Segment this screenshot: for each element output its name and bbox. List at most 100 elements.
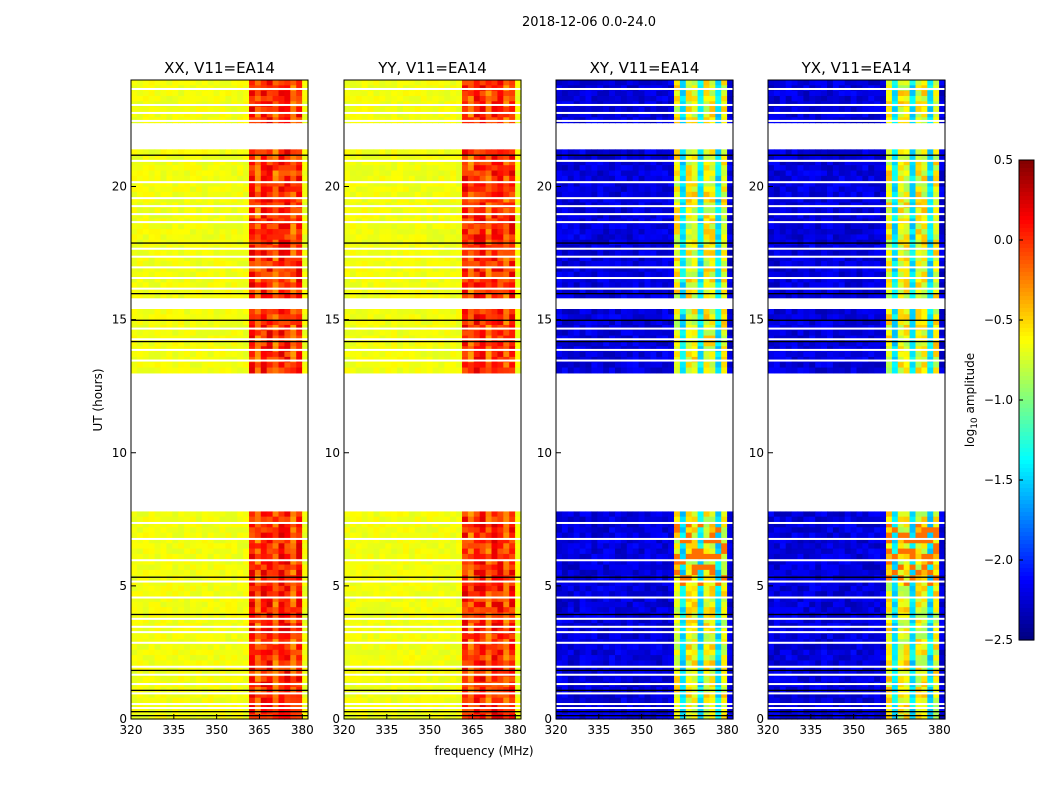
heatmap-cell [296,537,303,544]
heatmap-cell [391,340,398,347]
heatmap-cell [515,527,522,534]
heatmap-cell [432,330,439,337]
heatmap-cell [213,229,221,236]
heatmap-cell [403,601,410,608]
heatmap-cell [225,234,232,241]
heatmap-cell [467,607,475,614]
heatmap-cell [231,213,238,220]
heatmap-cell [243,532,250,539]
heatmap-cell [272,564,280,571]
heatmap-cell [184,293,191,299]
heatmap-cell [391,580,398,587]
heatmap-cell [266,266,274,273]
flag-line [131,327,308,330]
heatmap-cell [385,170,392,177]
heatmap-cell [136,607,144,614]
heatmap-cell [278,676,285,683]
heatmap-cell [195,223,203,230]
heatmap-cell [284,703,291,709]
heatmap-cell [456,191,463,198]
heatmap-cell [142,511,150,518]
heatmap-cell [172,548,179,555]
heatmap-cell [302,330,309,337]
heatmap-cell [302,197,309,204]
heatmap-cell [426,660,434,667]
heatmap-cell [426,559,434,566]
heatmap-cell [485,229,493,236]
heatmap-cell [166,362,173,369]
heatmap-cell [219,266,226,273]
heatmap-cell [142,644,150,651]
heatmap-cell [278,277,285,283]
heatmap-cell [260,106,268,113]
heatmap-cell [166,676,173,683]
heatmap-cell [195,197,203,204]
heatmap-cell [184,170,191,177]
heatmap-cell [403,319,410,326]
heatmap-cell [509,633,516,640]
heatmap-cell [432,319,439,326]
heatmap-cell [509,649,516,656]
heatmap-cell [385,644,392,651]
heatmap-cell [148,676,156,683]
heatmap-cell [272,159,280,166]
heatmap-cell [385,655,392,662]
heatmap-cell [373,314,380,321]
heatmap-cell [414,559,422,566]
heatmap-cell [403,223,410,230]
heatmap-cell [403,575,410,582]
heatmap-cell [403,511,410,518]
heatmap-cell [166,511,173,518]
heatmap-cell [166,644,173,651]
heatmap-cell [473,532,481,539]
heatmap-cell [231,90,238,97]
heatmap-cell [379,149,386,156]
heatmap-cell [131,585,138,592]
heatmap-cell [154,660,162,667]
heatmap-cell [491,255,498,262]
heatmap-cell [420,111,428,118]
heatmap-cell [444,319,451,326]
flag-line [131,707,308,710]
heatmap-cell [462,80,469,86]
heatmap-cell [379,351,386,358]
heatmap-cell [403,543,410,550]
heatmap-cell [284,229,291,236]
heatmap-cell [408,644,416,651]
heatmap-cell [254,351,262,358]
heatmap-cell [379,612,386,619]
heatmap-cell [515,175,522,182]
heatmap-cell [355,548,363,555]
heatmap-cell [272,255,280,262]
heatmap-cell [420,351,428,358]
heatmap-cell [190,649,197,656]
heatmap-cell [414,207,422,214]
heatmap-cell [254,713,262,720]
heatmap-cell [231,527,238,534]
heatmap-cell [432,569,439,576]
heatmap-cell [172,713,179,720]
heatmap-cell [403,293,410,299]
heatmap-cell [456,106,463,113]
heatmap-cell [178,266,185,273]
heatmap-cell [237,330,244,337]
heatmap-cell [503,186,510,193]
heatmap-cell [361,527,369,534]
heatmap-cell [195,665,203,672]
heatmap-cell [473,548,481,555]
heatmap-cell [243,234,250,241]
heatmap-cell [178,362,185,369]
heatmap-cell [462,234,469,241]
heatmap-cell [178,676,185,683]
heatmap-cell [302,287,309,294]
heatmap-cell [344,564,351,571]
heatmap-cell [349,655,357,662]
heatmap-cell [403,559,410,566]
heatmap-cell [160,250,167,257]
heatmap-cell [266,90,274,97]
heatmap-cell [355,287,363,294]
heatmap-cell [195,564,203,571]
heatmap-cell [414,585,422,592]
heatmap-cell [184,149,191,156]
heatmap-cell [178,80,185,86]
